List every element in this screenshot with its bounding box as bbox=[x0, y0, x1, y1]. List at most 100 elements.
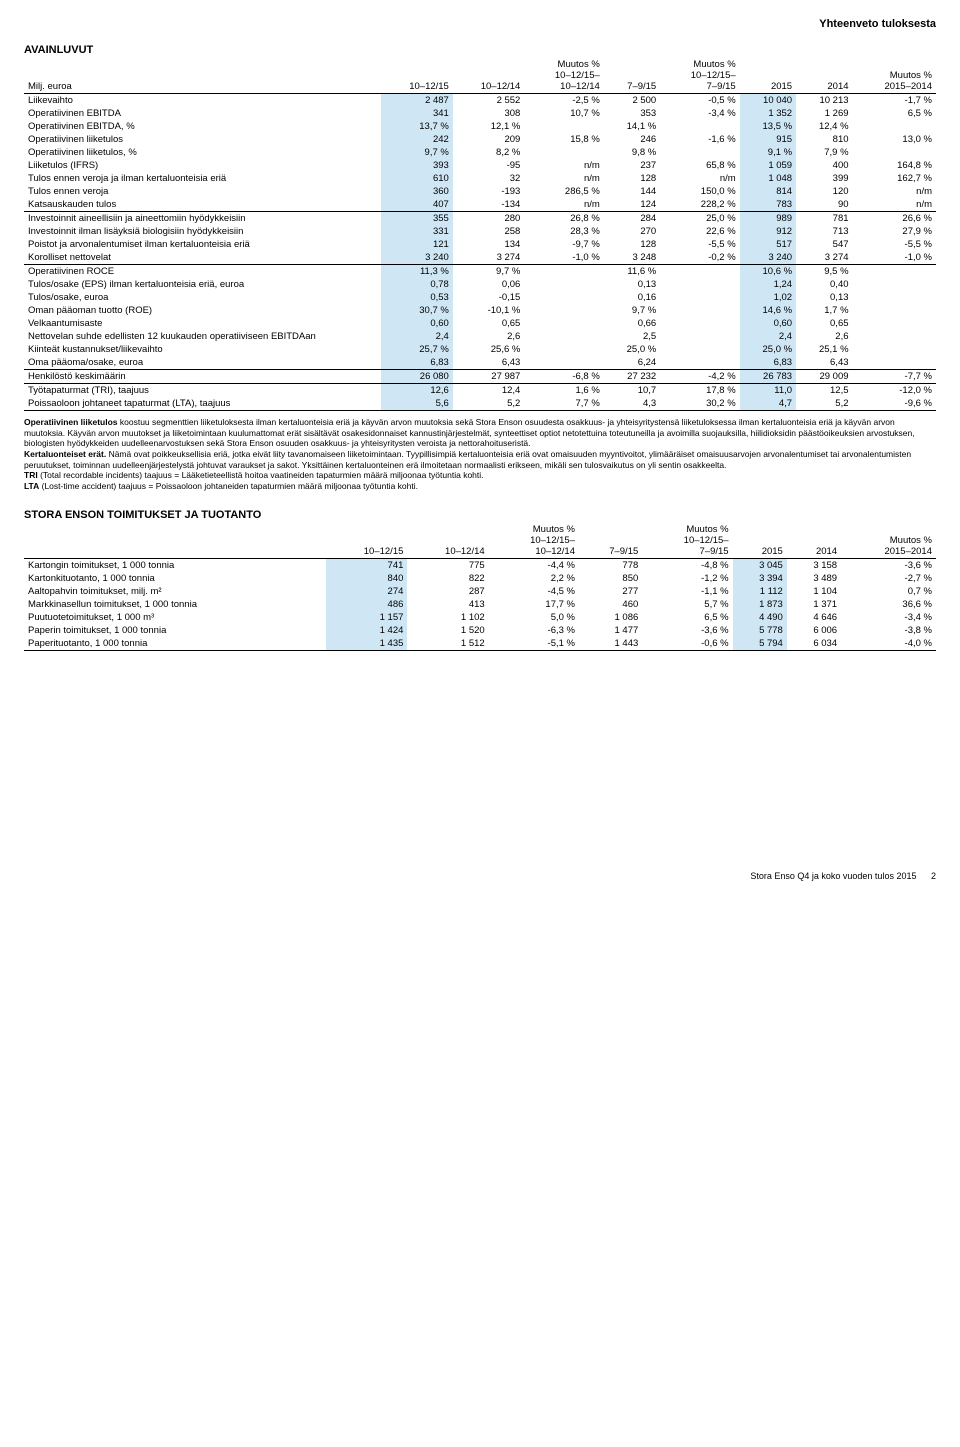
row-label: Liiketulos (IFRS) bbox=[24, 159, 381, 172]
cell: 2,2 % bbox=[489, 572, 579, 585]
row-label: Investoinnit ilman lisäyksiä biologisiin… bbox=[24, 225, 381, 238]
cell: 25,1 % bbox=[796, 343, 852, 356]
cell: 1 873 bbox=[733, 598, 787, 611]
cell bbox=[853, 146, 936, 159]
cell: 2,6 bbox=[453, 330, 525, 343]
row-label: Kiinteät kustannukset/liikevaihto bbox=[24, 343, 381, 356]
cell: 5,2 bbox=[796, 397, 852, 411]
cell: 12,4 bbox=[453, 384, 525, 398]
cell: 0,65 bbox=[453, 317, 525, 330]
cell: 5 794 bbox=[733, 637, 787, 651]
cell: 4,3 bbox=[604, 397, 660, 411]
cell: 10 040 bbox=[740, 94, 796, 108]
table-header: Muutos %10–12/15–7–9/15 bbox=[660, 58, 739, 94]
cell: 26,8 % bbox=[524, 212, 603, 226]
cell: 1 424 bbox=[326, 624, 407, 637]
cell: 1,6 % bbox=[524, 384, 603, 398]
cell: 26,6 % bbox=[853, 212, 936, 226]
cell: 0,16 bbox=[604, 291, 660, 304]
table-row: Tulos/osake, euroa0,53-0,150,161,020,13 bbox=[24, 291, 936, 304]
cell bbox=[660, 330, 739, 343]
cell: -1,0 % bbox=[853, 251, 936, 265]
cell: -134 bbox=[453, 198, 525, 212]
cell: 6,83 bbox=[381, 356, 453, 370]
table-row: Poistot ja arvonalentumiset ilman kertal… bbox=[24, 238, 936, 251]
cell: 6,43 bbox=[796, 356, 852, 370]
cell: -3,4 % bbox=[660, 107, 739, 120]
table-row: Markkinasellun toimitukset, 1 000 tonnia… bbox=[24, 598, 936, 611]
table-header: 2015 bbox=[740, 58, 796, 94]
table-row: Aaltopahvin toimitukset, milj. m²274287-… bbox=[24, 585, 936, 598]
cell: 14,6 % bbox=[740, 304, 796, 317]
table-row: Poissaoloon johtaneet tapaturmat (LTA), … bbox=[24, 397, 936, 411]
cell: 13,5 % bbox=[740, 120, 796, 133]
cell: -3,4 % bbox=[841, 611, 936, 624]
cell: n/m bbox=[524, 198, 603, 212]
cell: 822 bbox=[407, 572, 488, 585]
notes-p4: (Lost-time accident) taajuus = Poissaolo… bbox=[39, 481, 418, 491]
cell: 27 987 bbox=[453, 370, 525, 384]
cell: 3 489 bbox=[787, 572, 841, 585]
cell: 274 bbox=[326, 585, 407, 598]
cell: -4,4 % bbox=[489, 559, 579, 573]
cell: 26 080 bbox=[381, 370, 453, 384]
cell: 5,0 % bbox=[489, 611, 579, 624]
row-label: Työtapaturmat (TRI), taajuus bbox=[24, 384, 381, 398]
table-header: Muutos %2015–2014 bbox=[853, 58, 936, 94]
cell: 121 bbox=[381, 238, 453, 251]
cell: 1 112 bbox=[733, 585, 787, 598]
notes-block: Operatiivinen liiketulos koostuu segment… bbox=[24, 417, 936, 491]
cell: 360 bbox=[381, 185, 453, 198]
cell: 3 158 bbox=[787, 559, 841, 573]
cell: 1 157 bbox=[326, 611, 407, 624]
cell: 9,7 % bbox=[381, 146, 453, 159]
cell: 17,7 % bbox=[489, 598, 579, 611]
cell: 778 bbox=[579, 559, 642, 573]
cell: 4 646 bbox=[787, 611, 841, 624]
cell: 0,78 bbox=[381, 278, 453, 291]
cell: 10,7 % bbox=[524, 107, 603, 120]
cell: 228,2 % bbox=[660, 198, 739, 212]
cell: 280 bbox=[453, 212, 525, 226]
cell: 287 bbox=[407, 585, 488, 598]
cell: 29 009 bbox=[796, 370, 852, 384]
cell: 547 bbox=[796, 238, 852, 251]
table-header: 7–9/15 bbox=[604, 58, 660, 94]
cell: 12,4 % bbox=[796, 120, 852, 133]
table-row: Tulos/osake (EPS) ilman kertaluonteisia … bbox=[24, 278, 936, 291]
cell: 3 240 bbox=[740, 251, 796, 265]
cell: 128 bbox=[604, 172, 660, 185]
cell: 741 bbox=[326, 559, 407, 573]
cell: 341 bbox=[381, 107, 453, 120]
cell: 6,43 bbox=[453, 356, 525, 370]
cell: -1,0 % bbox=[524, 251, 603, 265]
cell: 36,6 % bbox=[841, 598, 936, 611]
cell: 0,7 % bbox=[841, 585, 936, 598]
cell: 1 371 bbox=[787, 598, 841, 611]
cell: 460 bbox=[579, 598, 642, 611]
cell: -1,1 % bbox=[642, 585, 732, 598]
cell: 12,5 bbox=[796, 384, 852, 398]
table-header: 10–12/15 bbox=[326, 523, 407, 559]
cell: 162,7 % bbox=[853, 172, 936, 185]
cell: 124 bbox=[604, 198, 660, 212]
cell: 30,7 % bbox=[381, 304, 453, 317]
cell: 775 bbox=[407, 559, 488, 573]
cell: -5,1 % bbox=[489, 637, 579, 651]
cell bbox=[853, 304, 936, 317]
cell: 3 045 bbox=[733, 559, 787, 573]
cell: 0,13 bbox=[604, 278, 660, 291]
cell: 11,0 bbox=[740, 384, 796, 398]
cell: 22,6 % bbox=[660, 225, 739, 238]
table-row: Operatiivinen liiketulos, %9,7 %8,2 %9,8… bbox=[24, 146, 936, 159]
cell bbox=[853, 330, 936, 343]
cell: 28,3 % bbox=[524, 225, 603, 238]
cell: 246 bbox=[604, 133, 660, 146]
row-label: Operatiivinen liiketulos, % bbox=[24, 146, 381, 159]
cell: 783 bbox=[740, 198, 796, 212]
table-header: 7–9/15 bbox=[579, 523, 642, 559]
cell: -193 bbox=[453, 185, 525, 198]
cell: -3,6 % bbox=[841, 559, 936, 573]
cell: 6,5 % bbox=[642, 611, 732, 624]
cell: 150,0 % bbox=[660, 185, 739, 198]
